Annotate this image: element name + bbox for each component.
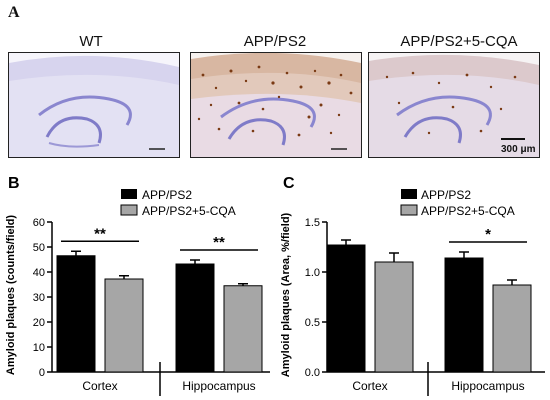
significance-mark: * [485, 226, 491, 243]
y-tick-label: 40 [33, 267, 45, 279]
y-tick-label: 60 [33, 217, 45, 229]
chart-b: B Amyloid plaques (counts/field) 0 10 20 30… [5, 175, 270, 396]
bar [56, 255, 96, 373]
y-tick-label: 30 [33, 292, 45, 304]
bar [175, 263, 215, 373]
bar [326, 244, 366, 373]
x-tick-label: Cortex [352, 379, 387, 393]
bar [444, 257, 484, 373]
bar [492, 284, 532, 373]
legend-label: APP/PS2+5-CQA [421, 204, 515, 218]
y-tick-label: 10 [33, 342, 45, 354]
image-title-app-ps2: APP/PS2 [243, 33, 307, 50]
y-tick-label: 20 [33, 317, 45, 329]
legend-label: APP/PS2+5-CQA [142, 204, 236, 218]
bar [223, 285, 263, 373]
legend-swatch [401, 189, 417, 199]
legend-swatch [121, 189, 137, 199]
image-title-app-ps2-cqa: APP/PS2+5-CQA [400, 33, 518, 50]
panel-a-letter: A [8, 4, 20, 21]
y-tick-label: 1.0 [305, 267, 320, 279]
y-tick-label: 0.0 [305, 367, 320, 379]
chart-c: C Amyloid plaques (Area, %/field) 0.0 0.5… [280, 175, 545, 396]
panel-c-letter: C [283, 175, 295, 192]
legend-label: APP/PS2 [421, 188, 471, 202]
legend-swatch [400, 204, 418, 216]
y-tick-label: 1.5 [305, 217, 320, 229]
y-tick-label: 0 [39, 367, 45, 379]
scale-bar-label: 300 μm [501, 144, 536, 155]
significance-mark: ** [213, 234, 225, 251]
significance-mark: ** [94, 225, 106, 242]
histology-image-app-ps2-cqa: 300 μm [368, 52, 540, 158]
histology-image-wt [8, 52, 180, 158]
x-tick-label: Hippocampus [182, 379, 255, 393]
legend-swatch [120, 204, 138, 216]
legend-label: APP/PS2 [142, 188, 192, 202]
panel-b-letter: B [8, 175, 20, 192]
y-tick-label: 50 [33, 242, 45, 254]
x-tick-label: Cortex [82, 379, 117, 393]
image-title-wt: WT [79, 33, 103, 50]
bar [374, 261, 414, 373]
x-tick-label: Hippocampus [451, 379, 524, 393]
y-tick-label: 0.5 [305, 317, 320, 329]
y-axis-label: Amyloid plaques (Area, %/field) [280, 212, 292, 377]
histology-image-app-ps2 [190, 52, 362, 158]
bar [104, 278, 144, 373]
y-axis-label: Amyloid plaques (counts/field) [5, 215, 17, 375]
